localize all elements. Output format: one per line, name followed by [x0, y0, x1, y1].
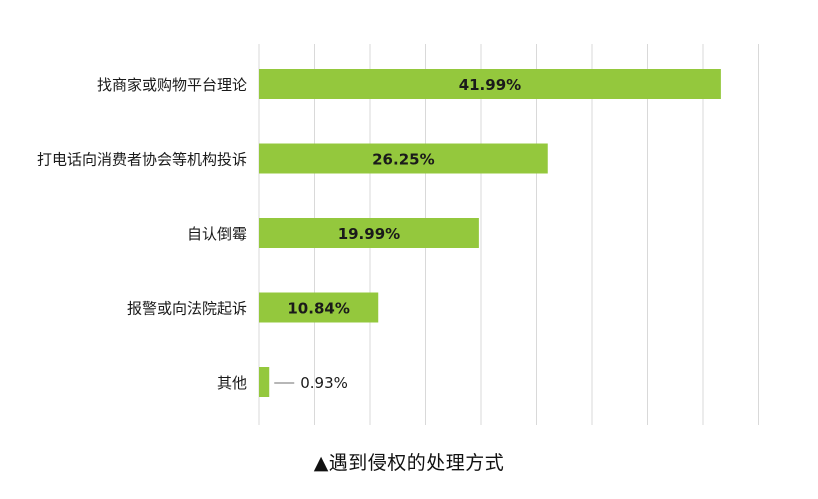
chart-caption: ▲遇到侵权的处理方式 [313, 452, 505, 474]
category-label: 报警或向法院起诉 [127, 300, 247, 318]
data-label: 10.84% [287, 300, 349, 318]
bar [259, 367, 270, 397]
category-label: 打电话向消费者协会等机构投诉 [37, 151, 247, 169]
data-label: 19.99% [338, 225, 400, 243]
bar [259, 292, 379, 323]
category-label: 其他 [217, 374, 247, 392]
category-label: 找商家或购物平台理论 [97, 76, 247, 94]
bar [259, 143, 548, 174]
data-label: 26.25% [372, 151, 434, 169]
bar [259, 218, 479, 248]
data-label: 0.93% [300, 374, 348, 392]
bar [259, 69, 721, 99]
data-label: 41.99% [459, 76, 521, 94]
category-label: 自认倒霉 [187, 225, 247, 243]
